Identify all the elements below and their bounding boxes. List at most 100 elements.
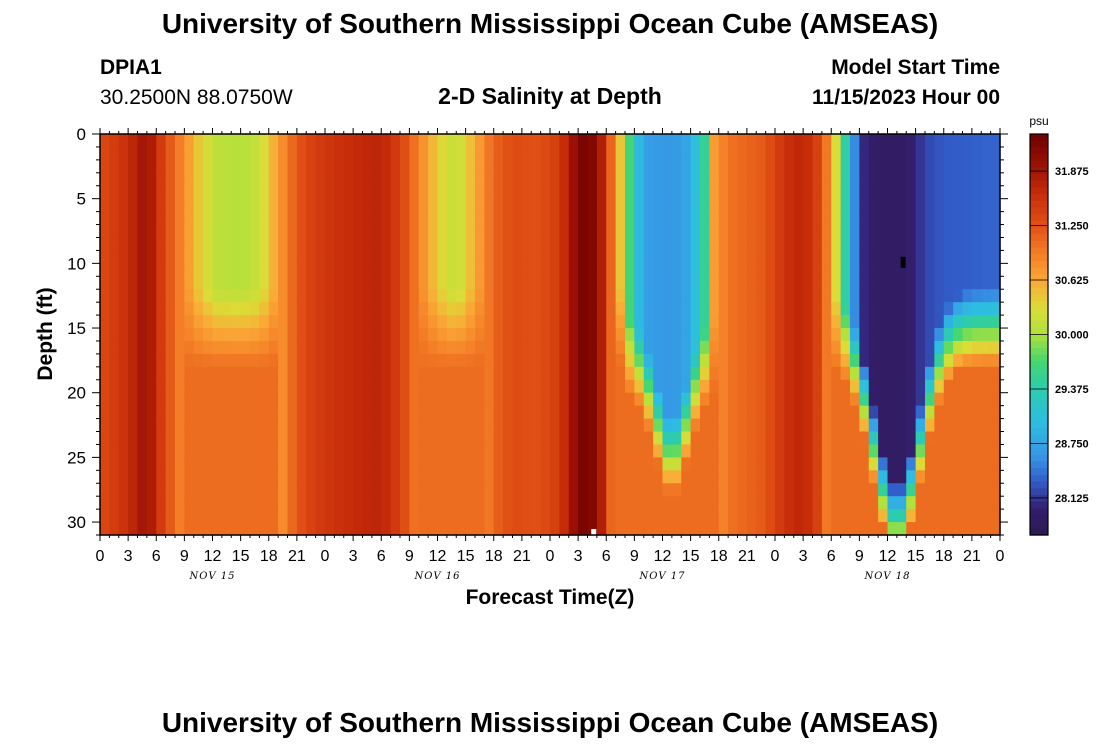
heatmap-cell [100, 328, 110, 342]
colorbar-segment [1030, 381, 1048, 389]
heatmap-cell [493, 237, 504, 252]
heatmap-cell [259, 522, 270, 536]
heatmap-cell [184, 315, 195, 329]
colorbar-segment [1030, 421, 1048, 429]
heatmap-cell [240, 444, 251, 458]
heatmap-cell [409, 405, 420, 420]
heatmap-cell [746, 302, 757, 316]
heatmap-cell [925, 496, 935, 510]
heatmap-cell [353, 340, 364, 355]
heatmap-cell [681, 457, 692, 471]
heatmap-cell [409, 315, 420, 329]
heatmap-cell [503, 134, 514, 148]
heatmap-cell [165, 302, 176, 316]
heatmap-cell [325, 185, 335, 200]
heatmap-cell [896, 405, 907, 420]
heatmap-cell [550, 483, 560, 497]
heatmap-cell [306, 405, 317, 420]
heatmap-cell [512, 457, 523, 471]
heatmap-cell [803, 198, 814, 213]
heatmap-cell [681, 483, 692, 497]
heatmap-cell [934, 340, 945, 355]
heatmap-cell [512, 198, 523, 213]
heatmap-cell [643, 159, 654, 174]
heatmap-cell [671, 431, 682, 446]
heatmap-cell [681, 224, 692, 239]
heatmap-cell [212, 159, 223, 174]
heatmap-cell [287, 379, 298, 394]
heatmap-cell [775, 134, 785, 148]
heatmap-cell [315, 457, 326, 471]
heatmap-cell [250, 470, 260, 484]
heatmap-cell [165, 198, 176, 213]
heatmap-cell [784, 392, 795, 407]
heatmap-cell [203, 496, 214, 510]
heatmap-cell [840, 483, 851, 497]
heatmap-cell [793, 134, 804, 148]
heatmap-cell [625, 198, 635, 213]
heatmap-cell [578, 289, 589, 303]
heatmap-cell [887, 159, 898, 174]
heatmap-cell [109, 457, 120, 471]
heatmap-cell [184, 328, 195, 342]
heatmap-cell [587, 224, 598, 239]
heatmap-cell [756, 353, 767, 368]
heatmap-cell [737, 340, 748, 355]
heatmap-cell [962, 315, 973, 329]
heatmap-cell [540, 263, 551, 277]
heatmap-cell [531, 198, 542, 213]
station-coordinates: 30.2500N 88.0750W [100, 86, 293, 109]
heatmap-cell [606, 302, 617, 316]
heatmap-cell [934, 405, 945, 420]
heatmap-cell [962, 483, 973, 497]
heatmap-cell [765, 263, 776, 277]
heatmap-cell [756, 496, 767, 510]
heatmap-cell [193, 392, 204, 407]
heatmap-cell [615, 198, 626, 213]
heatmap-cell [315, 522, 326, 536]
heatmap-cell [137, 509, 148, 523]
heatmap-cell [784, 198, 795, 213]
heatmap-cell [118, 392, 129, 407]
heatmap-cell [446, 185, 457, 200]
heatmap-cell [353, 418, 364, 433]
heatmap-cell [390, 522, 401, 536]
heatmap-cell [540, 146, 551, 161]
heatmap-cell [962, 379, 973, 394]
heatmap-cell [512, 302, 523, 316]
heatmap-cell [643, 379, 654, 394]
heatmap-cell [850, 509, 860, 523]
heatmap-cell [371, 159, 382, 174]
heatmap-cell [278, 211, 289, 226]
heatmap-cell [634, 470, 645, 484]
heatmap-cell [606, 315, 617, 329]
heatmap-cell [456, 250, 467, 264]
heatmap-cell [765, 483, 776, 497]
heatmap-cell [193, 457, 204, 471]
heatmap-cell [231, 198, 242, 213]
heatmap-cell [521, 418, 532, 433]
heatmap-cell [381, 250, 392, 264]
heatmap-cell [765, 496, 776, 510]
heatmap-cell [353, 211, 364, 226]
heatmap-cell [446, 172, 457, 187]
heatmap-cell [596, 224, 607, 239]
heatmap-cell [156, 392, 167, 407]
heatmap-cell [221, 353, 232, 368]
heatmap-cell [812, 159, 823, 174]
heatmap-cell [803, 483, 814, 497]
heatmap-cell [550, 172, 560, 187]
heatmap-cell [887, 250, 898, 264]
heatmap-cell [268, 366, 279, 381]
heatmap-cell [193, 522, 204, 536]
heatmap-cell [578, 134, 589, 148]
heatmap-cell [643, 509, 654, 523]
heatmap-cell [531, 172, 542, 187]
heatmap-cell [925, 237, 935, 252]
heatmap-cell [887, 146, 898, 161]
heatmap-cell [456, 198, 467, 213]
heatmap-cell [896, 340, 907, 355]
heatmap-cell [203, 509, 214, 523]
heatmap-cell [915, 509, 926, 523]
heatmap-cell [681, 509, 692, 523]
